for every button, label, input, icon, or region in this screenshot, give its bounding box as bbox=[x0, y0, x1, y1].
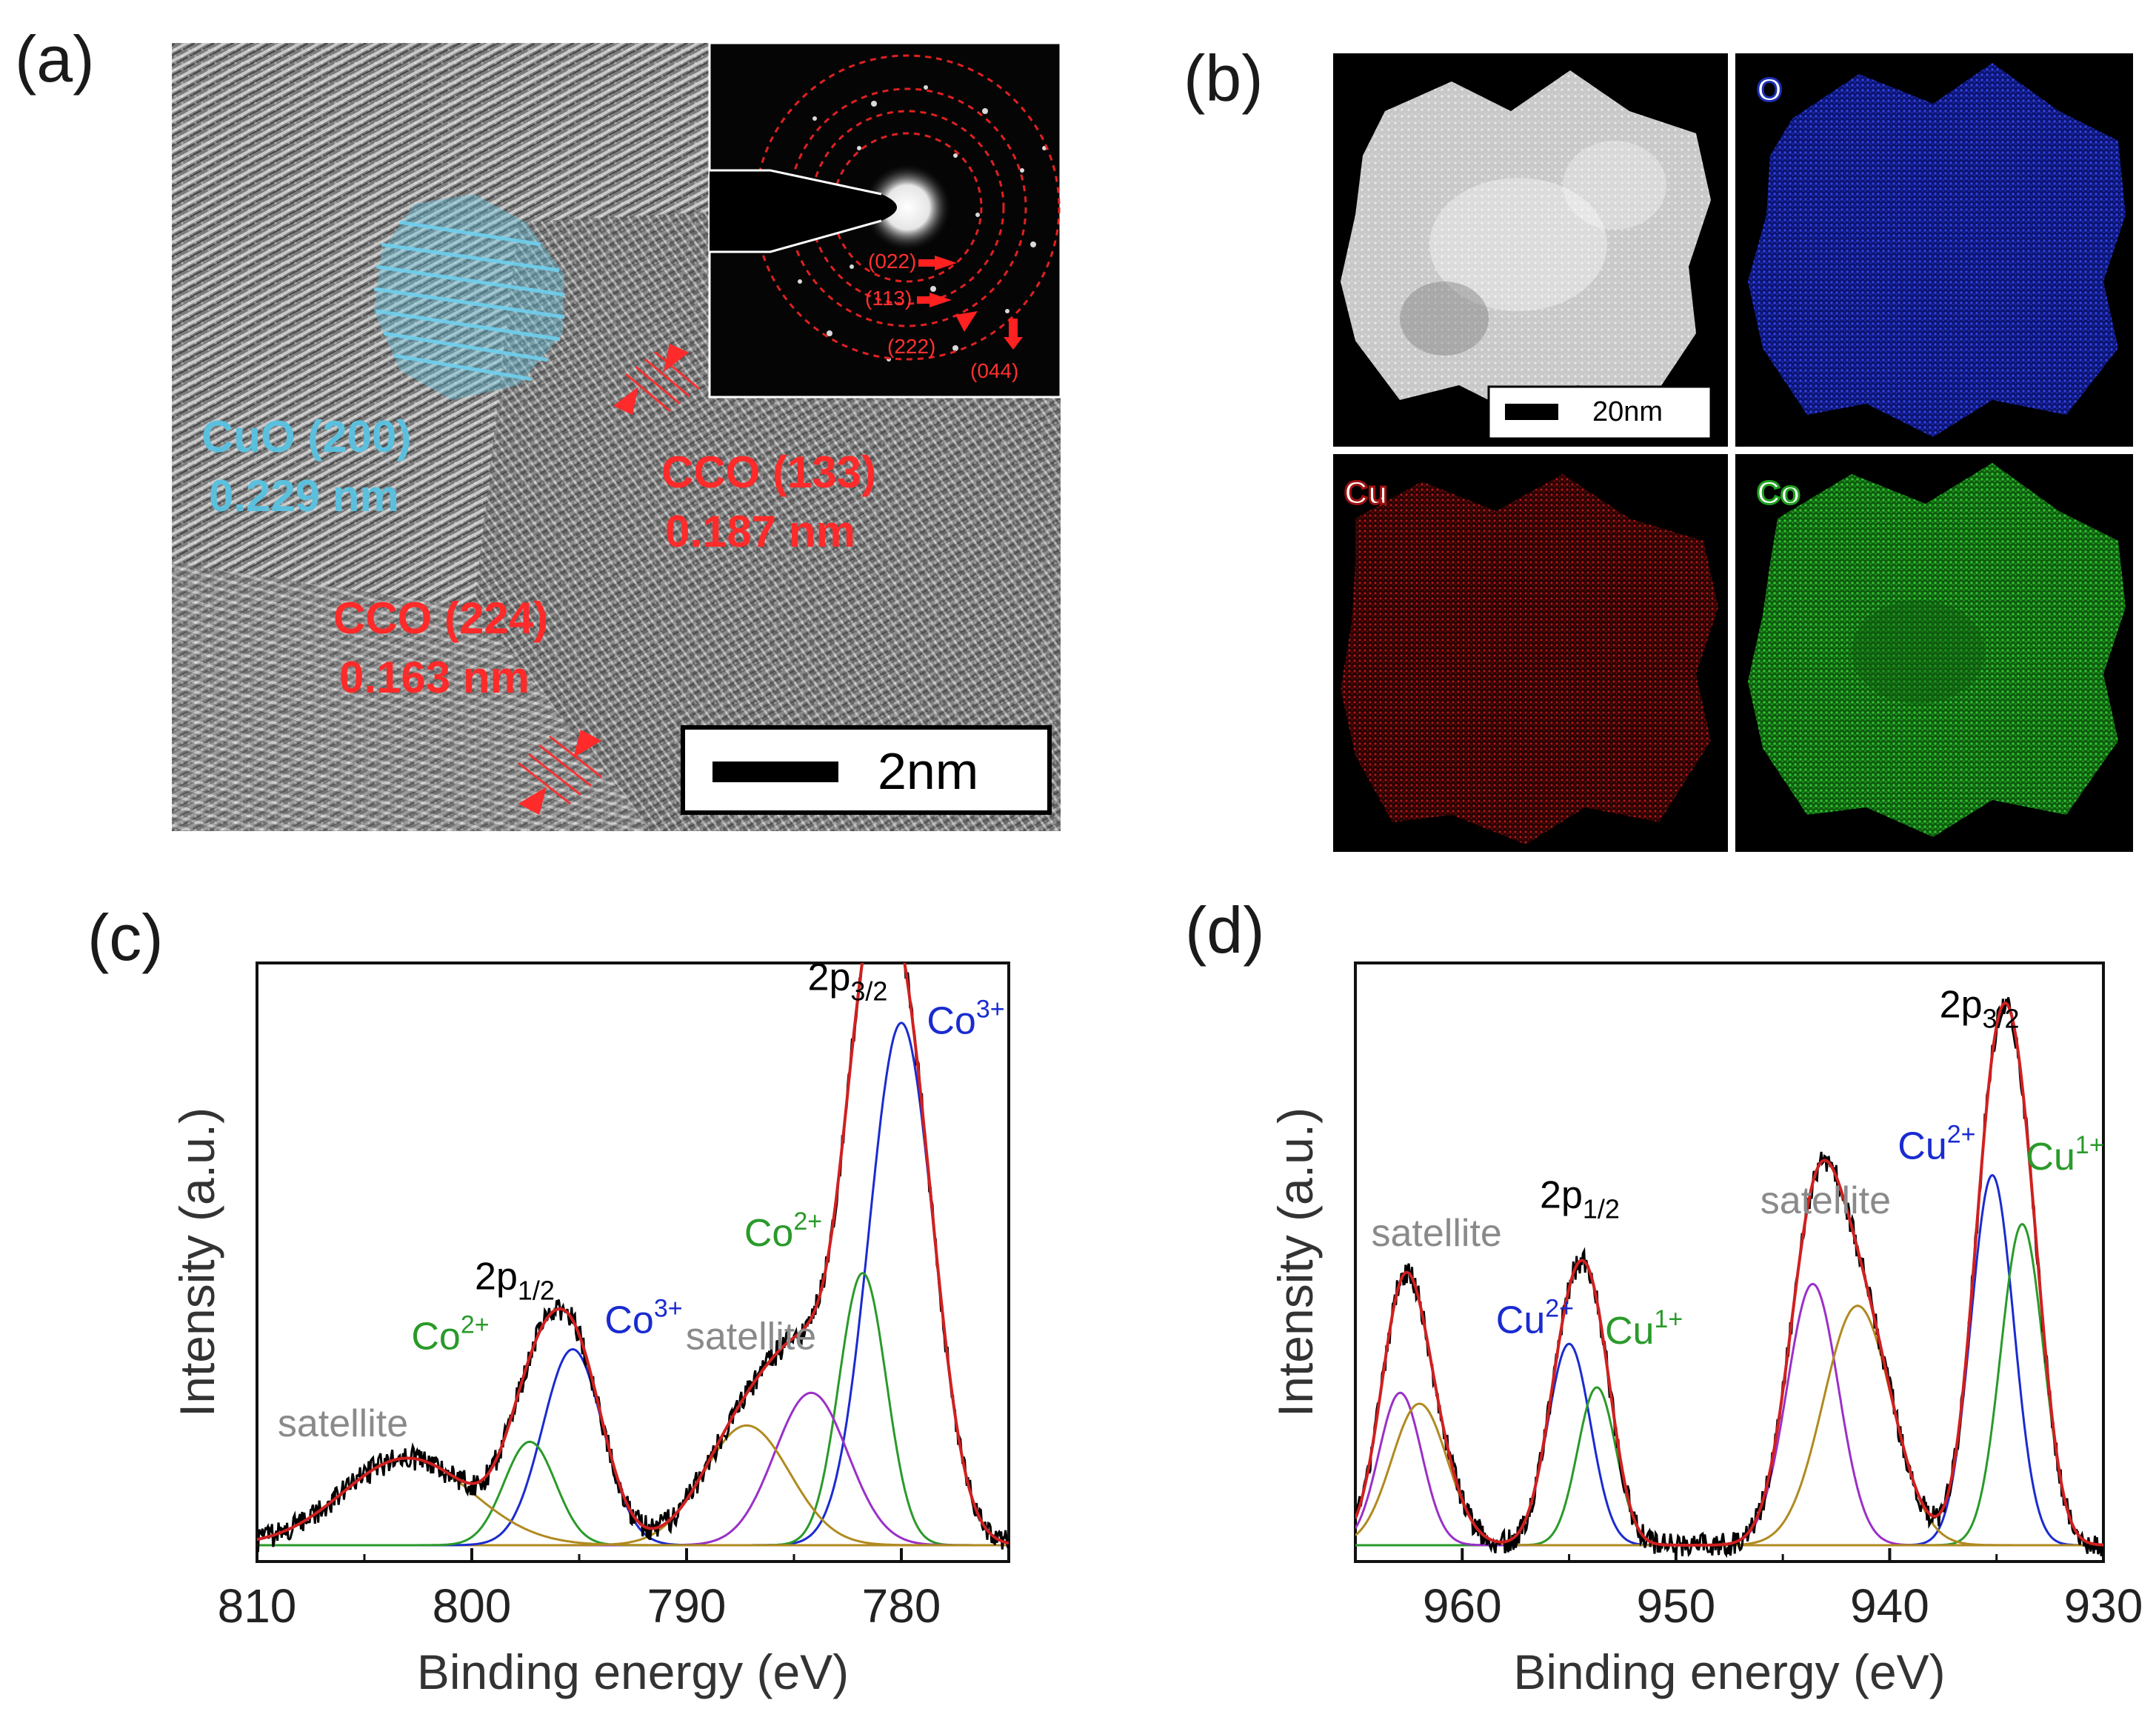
cuo-plane-label: CuO (200) bbox=[201, 412, 411, 461]
peak-annotation-d-3: satellite bbox=[1760, 1179, 1891, 1222]
cco133-fringe-marker bbox=[613, 344, 700, 415]
y-axis-label-d: Intensity (a.u.) bbox=[1268, 1107, 1323, 1417]
o-map-label: O bbox=[1757, 72, 1782, 108]
panel-c-letter: (c) bbox=[87, 901, 164, 974]
y-axis-label-c: Intensity (a.u.) bbox=[170, 1107, 224, 1417]
xps-cu2p-chart: 960 950 940 930 Binding energy (eV) Intensity… bbox=[1268, 962, 2143, 1699]
x-tick-label-d-0: 960 bbox=[1423, 1579, 1502, 1633]
peak-annotation-d-2: Cu1+ bbox=[2026, 1131, 2103, 1179]
cco133-plane-label: CCO (133) bbox=[661, 447, 876, 497]
saed-inset: (022) (113) (222) (044) bbox=[708, 41, 1062, 399]
plot-frame-c bbox=[256, 962, 1010, 1563]
co-map-label: Co bbox=[1757, 475, 1800, 511]
saed-label-022: (022) bbox=[868, 250, 916, 273]
x-tick-label-d-2: 940 bbox=[1850, 1579, 1929, 1633]
peak-annotation-c-2: Co2+ bbox=[744, 1207, 822, 1255]
peak-annotation-c-5: Co3+ bbox=[604, 1294, 682, 1342]
cco224-arrow-left bbox=[518, 787, 547, 815]
eds-divider-horizontal bbox=[1333, 447, 2133, 454]
saed-label-113: (113) bbox=[865, 287, 912, 310]
cuo-spacing-label: 0.229 nm bbox=[209, 471, 399, 521]
component-peak-d-5 bbox=[1355, 1386, 2103, 1547]
panel-a-letter: (a) bbox=[15, 22, 95, 96]
x-tick-label-d-3: 930 bbox=[2064, 1579, 2143, 1633]
fit-envelope-c bbox=[257, 963, 1009, 1545]
component-peak-d-1 bbox=[1355, 1223, 2103, 1547]
co-map: Co bbox=[1748, 463, 2126, 837]
cu-map: Cu bbox=[1341, 474, 1718, 844]
saed-ring-044 bbox=[754, 54, 1061, 361]
haadf-map bbox=[1341, 70, 1711, 419]
raw-spectrum-c bbox=[257, 963, 1009, 1553]
x-tick-label-d-1: 950 bbox=[1636, 1579, 1715, 1633]
o-map: O bbox=[1748, 63, 2126, 437]
scalebar-b-label: 20nm bbox=[1592, 396, 1663, 427]
peak-annotation-d-1: Cu2+ bbox=[1898, 1120, 1975, 1167]
peak-annotation-c-6: Co2+ bbox=[411, 1311, 489, 1359]
cco133-spacing-label: 0.187 nm bbox=[665, 507, 855, 556]
cu-map-label: Cu bbox=[1344, 475, 1388, 511]
x-tick-label-c-3: 780 bbox=[862, 1579, 941, 1633]
cco224-fringe-marker bbox=[518, 730, 602, 815]
cco224-plane-label: CCO (224) bbox=[333, 593, 548, 643]
fit-envelope-d bbox=[1355, 1001, 2103, 1547]
peak-annotation-c-3: satellite bbox=[686, 1316, 816, 1359]
raw-spectrum-d bbox=[1355, 997, 2103, 1559]
panel-a: CuO (200) 0.229 nm CCO (133) 0.187 nm CC… bbox=[172, 41, 1062, 831]
scalebar-a: 2nm bbox=[681, 725, 1052, 815]
component-peak-d-6 bbox=[1355, 1391, 2103, 1547]
peak-annotation-d-0: 2p3/2 bbox=[1940, 983, 2020, 1033]
saed-label-222: (222) bbox=[887, 335, 935, 358]
saed-arrow-044 bbox=[1004, 319, 1023, 350]
x-tick-label-c-0: 810 bbox=[218, 1579, 297, 1633]
panel-d-letter: (d) bbox=[1185, 893, 1265, 967]
x-tick-label-c-2: 790 bbox=[647, 1579, 727, 1633]
x-tick-label-c-1: 800 bbox=[433, 1579, 512, 1633]
panel-b-letter: (b) bbox=[1184, 41, 1264, 115]
peak-annotation-c-4: 2p1/2 bbox=[475, 1256, 555, 1306]
saed-arrow-022 bbox=[935, 256, 957, 270]
plot-frame-d bbox=[1354, 962, 2105, 1563]
beam-stopper bbox=[710, 170, 897, 252]
cco224-spacing-label: 0.163 nm bbox=[339, 653, 530, 702]
component-peak-c-5 bbox=[257, 1440, 1009, 1547]
saed-arrow-113 bbox=[930, 293, 952, 307]
saed-arrow-222 bbox=[955, 311, 978, 332]
peak-annotation-c-1: Co3+ bbox=[927, 995, 1004, 1042]
x-axis-label-c: Binding energy (eV) bbox=[417, 1644, 849, 1699]
saed-ring-022 bbox=[832, 132, 983, 283]
peak-annotation-d-5: Cu2+ bbox=[1496, 1294, 1574, 1342]
scalebar-a-label: 2nm bbox=[878, 742, 978, 800]
cco133-arrow-right bbox=[664, 344, 689, 372]
peak-annotation-d-6: Cu1+ bbox=[1605, 1305, 1683, 1353]
cuo-grain-highlight bbox=[373, 194, 565, 400]
cco224-arrow-right bbox=[573, 730, 601, 758]
scalebar-b: 20nm bbox=[1487, 385, 1712, 440]
cco133-arrow-left bbox=[613, 387, 638, 415]
peak-annotation-c-0: 2p3/2 bbox=[808, 956, 888, 1007]
x-axis-label-d: Binding energy (eV) bbox=[1513, 1644, 1945, 1699]
peak-annotation-d-7: satellite bbox=[1372, 1212, 1502, 1255]
saed-label-044: (044) bbox=[970, 359, 1018, 382]
peak-annotation-c-7: satellite bbox=[278, 1402, 408, 1445]
peak-annotation-d-4: 2p1/2 bbox=[1540, 1174, 1620, 1224]
panel-b: 20nm O Cu Co bbox=[1333, 53, 2133, 852]
